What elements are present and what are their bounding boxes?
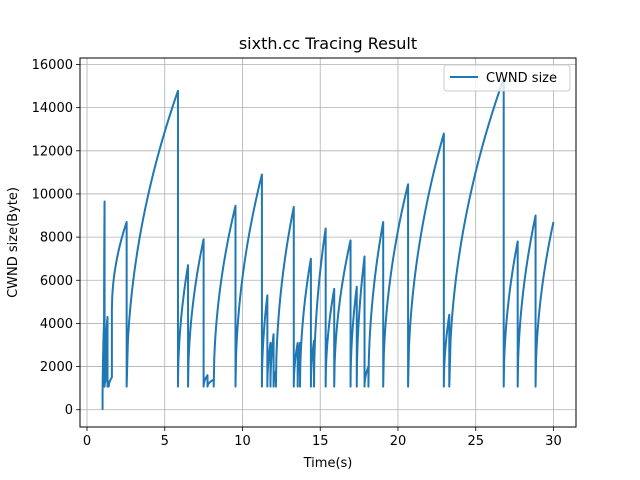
x-tick-label: 30 [545,434,562,449]
plot-area [101,77,555,410]
y-tick-label: 12000 [32,144,73,159]
y-tick-label: 0 [65,403,73,418]
y-tick-label: 2000 [40,360,73,375]
x-tick-label: 25 [467,434,484,449]
x-axis-label: Time(s) [303,456,353,471]
x-tick-label: 20 [390,434,407,449]
y-tick-label: 4000 [40,317,73,332]
x-tick-label: 10 [234,434,251,449]
legend-entry-cwnd-size: CWND size [486,71,557,86]
y-axis-label: CWND size(Byte) [6,187,21,298]
axes-frame [79,57,577,428]
y-axis: 0 2000 4000 6000 8000 10000 12000 14000 16000 [32,58,80,418]
grid [80,58,576,427]
chart-title: sixth.cc Tracing Result [239,34,417,53]
cwnd-size-series-line [101,77,555,410]
y-tick-label: 16000 [32,58,73,73]
y-tick-label: 8000 [40,231,73,246]
legend-box [443,64,571,92]
x-tick-label: 15 [312,434,329,449]
y-tick-label: 6000 [40,274,73,289]
x-tick-label: 0 [83,434,91,449]
legend: CWND size [443,64,571,92]
x-axis: 0 5 10 15 20 25 30 [83,427,562,449]
y-tick-label: 10000 [32,187,73,202]
y-tick-label: 14000 [32,101,73,116]
x-tick-label: 5 [161,434,169,449]
